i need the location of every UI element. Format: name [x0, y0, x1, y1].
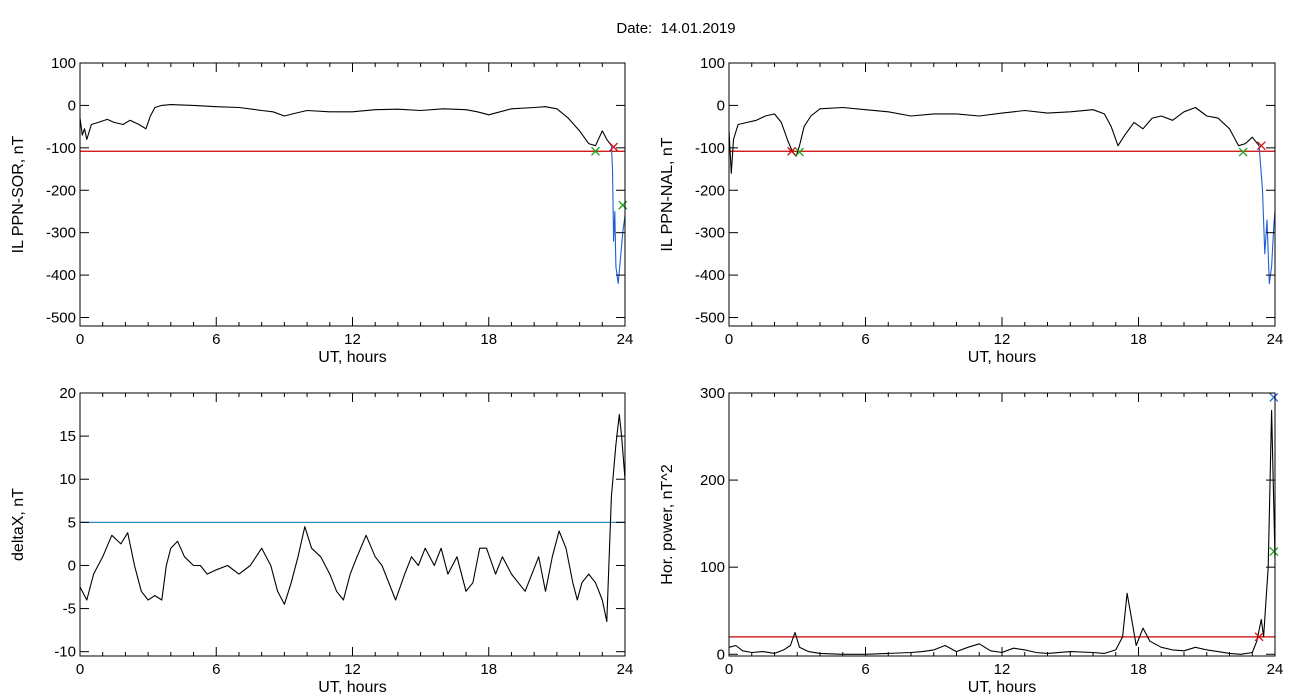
x-tick-label: 18 — [1130, 331, 1147, 348]
y-tick-label: -500 — [46, 310, 76, 327]
y-tick-label: 100 — [700, 55, 725, 72]
y-tick-label: -500 — [695, 310, 725, 327]
x-tick-label: 24 — [1267, 661, 1284, 678]
x-tick-label: 18 — [1130, 661, 1147, 678]
y-tick-label: 5 — [68, 514, 76, 531]
event-marker — [618, 200, 628, 210]
y-tick-label: -400 — [46, 267, 76, 284]
x-axis-label: UT, hours — [968, 679, 1036, 696]
y-tick-label: -100 — [695, 140, 725, 157]
y-tick-label: 20 — [59, 385, 76, 402]
plot-hor-power: 0 6 12 18 24 300 200 100 0 UT, hours Hor. power, n… — [659, 385, 1283, 696]
event-marker — [1269, 392, 1279, 402]
y-tick-label: 100 — [700, 559, 725, 576]
series-line-1 — [1258, 145, 1276, 285]
event-marker — [591, 146, 600, 156]
y-tick-label: -200 — [695, 182, 725, 199]
x-tick-label: 0 — [725, 661, 733, 678]
y-tick-label: -200 — [46, 182, 76, 199]
y-tick-label: -10 — [54, 644, 76, 661]
event-marker — [1269, 547, 1279, 556]
x-tick-label: 12 — [344, 661, 361, 678]
y-axis-label: Hor. power, nT^2 — [659, 464, 676, 585]
y-tick-label: 300 — [700, 385, 725, 402]
event-marker — [1238, 147, 1248, 157]
x-tick-label: 12 — [994, 661, 1011, 678]
x-tick-label: 24 — [617, 661, 634, 678]
x-axis-label: UT, hours — [318, 679, 386, 696]
event-marker — [795, 147, 804, 157]
y-tick-label: 15 — [59, 428, 76, 445]
y-tick-label: -5 — [63, 601, 76, 618]
y-tick-label: 100 — [51, 55, 76, 72]
y-axis-label: IL PPN-SOR, nT — [10, 135, 27, 253]
x-tick-label: 0 — [76, 661, 84, 678]
plot-frame — [728, 62, 1276, 327]
figure-title: Date: 14.01.2019 — [616, 20, 735, 37]
y-tick-label: 0 — [68, 557, 76, 574]
y-tick-label: 200 — [700, 472, 725, 489]
event-marker — [609, 142, 619, 152]
series-line-0 — [728, 106, 1260, 174]
x-tick-label: 12 — [994, 331, 1011, 348]
y-axis-label: deltaX, nT — [10, 488, 27, 561]
y-tick-label: 0 — [717, 646, 725, 663]
plot-frame — [79, 392, 626, 657]
x-tick-label: 6 — [861, 661, 869, 678]
y-tick-label: -100 — [46, 140, 76, 157]
plot-frame — [79, 62, 626, 327]
x-tick-label: 12 — [344, 331, 361, 348]
y-axis-label: IL PPN-NAL, nT — [659, 137, 676, 251]
y-tick-label: -300 — [695, 225, 725, 242]
x-axis-label: UT, hours — [968, 349, 1036, 366]
y-tick-label: -400 — [695, 267, 725, 284]
event-marker — [1254, 632, 1264, 642]
plot-frame — [728, 392, 1276, 657]
series-line-0 — [79, 104, 612, 147]
x-tick-label: 24 — [1267, 331, 1284, 348]
x-axis-label: UT, hours — [318, 349, 386, 366]
x-tick-label: 0 — [76, 331, 84, 348]
x-tick-label: 6 — [861, 331, 869, 348]
x-tick-label: 0 — [725, 331, 733, 348]
y-tick-label: 0 — [68, 97, 76, 114]
x-tick-label: 6 — [212, 661, 220, 678]
series-line-0 — [728, 409, 1276, 655]
series-line-0 — [79, 414, 626, 623]
x-tick-label: 18 — [480, 331, 497, 348]
event-marker — [1256, 141, 1266, 151]
plot-deltax: 0 6 12 18 24 20 15 10 5 0 -5 -10 UT, hours deltaX, nT — [10, 385, 633, 696]
x-tick-label: 24 — [617, 331, 634, 348]
y-tick-label: -300 — [46, 225, 76, 242]
plot-il-sor: 0 6 12 18 24 100 0 -100 -200 -300 -400 -500 UT, hour… — [10, 55, 633, 366]
event-marker — [787, 146, 797, 156]
x-tick-label: 6 — [212, 331, 220, 348]
y-tick-label: 10 — [59, 471, 76, 488]
plot-il-nal: 0 6 12 18 24 100 0 -100 -200 -300 -400 -500 UT, hour… — [659, 55, 1283, 366]
x-tick-label: 18 — [480, 661, 497, 678]
series-line-1 — [610, 145, 626, 285]
y-tick-label: 0 — [717, 97, 725, 114]
